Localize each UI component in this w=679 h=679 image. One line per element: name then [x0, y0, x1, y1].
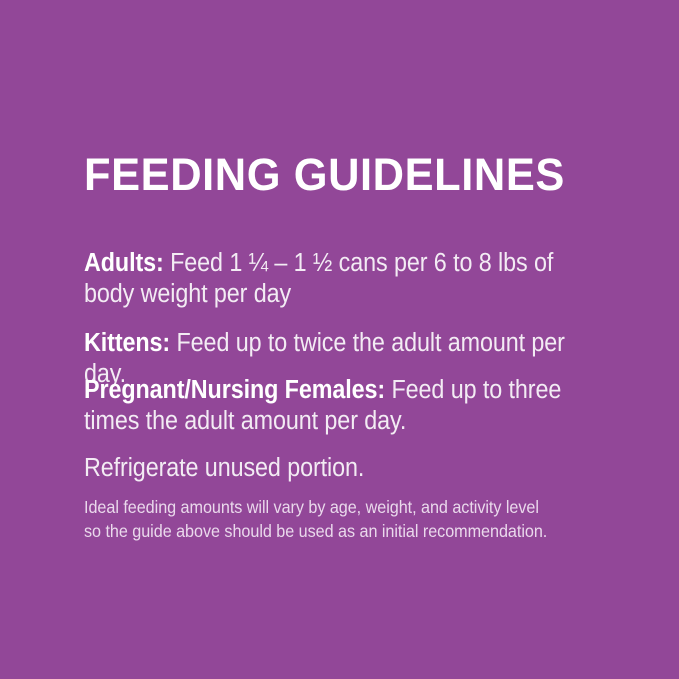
feeding-section-pregnant-nursing-text: Feed up to three times the adult amount …	[84, 375, 562, 435]
feeding-footnote: Ideal feeding amounts will vary by age, …	[84, 495, 602, 543]
feeding-section-adults-text: Feed 1 ¼ – 1 ½ cans per 6 to 8 lbs of bo…	[84, 248, 554, 308]
feeding-section-kittens-text: Feed up to twice the adult amount per da…	[84, 328, 565, 388]
page-title: FEEDING GUIDELINES	[84, 149, 565, 200]
storage-instruction-text: Refrigerate unused portion.	[84, 453, 365, 482]
feeding-section-kittens: Kittens: Feed up to twice the adult amou…	[84, 328, 567, 390]
storage-instruction: Refrigerate unused portion.	[84, 453, 567, 484]
feeding-section-adults: Adults: Feed 1 ¼ – 1 ½ cans per 6 to 8 l…	[84, 248, 567, 310]
feeding-section-adults-label: Adults:	[84, 248, 164, 277]
feeding-section-pregnant-nursing-label: Pregnant/Nursing Females:	[84, 375, 386, 404]
feeding-footnote-line-1: Ideal feeding amounts will vary by age, …	[84, 496, 539, 517]
feeding-section-pregnant-nursing: Pregnant/Nursing Females: Feed up to thr…	[84, 375, 567, 437]
feeding-section-kittens-label: Kittens:	[84, 328, 171, 357]
feeding-footnote-line-2: so the guide above should be used as an …	[84, 520, 548, 541]
